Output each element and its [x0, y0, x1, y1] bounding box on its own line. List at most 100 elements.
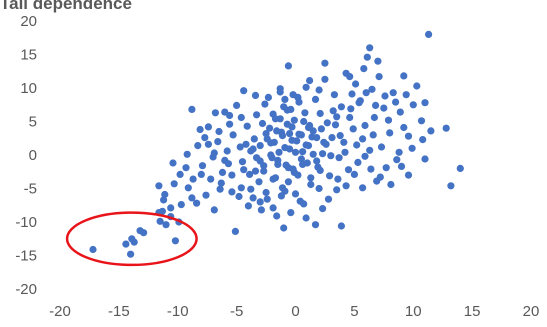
data-point — [250, 135, 258, 143]
data-point — [228, 188, 236, 196]
data-point — [176, 170, 184, 178]
data-point — [256, 198, 264, 206]
data-point — [264, 93, 272, 101]
x-tick-label: -15 — [108, 303, 130, 320]
data-point — [284, 62, 292, 70]
data-point — [389, 89, 397, 97]
data-point — [188, 105, 196, 113]
data-point — [240, 87, 248, 95]
data-point — [275, 148, 283, 156]
data-point — [375, 73, 383, 81]
data-point — [251, 167, 260, 175]
data-point — [400, 72, 408, 80]
data-point — [274, 156, 282, 164]
data-point — [286, 130, 294, 138]
x-tick-label: 10 — [405, 303, 422, 320]
data-point — [246, 170, 254, 178]
data-point — [297, 155, 305, 163]
data-point — [209, 153, 217, 161]
data-point — [425, 30, 433, 38]
data-point — [284, 164, 292, 172]
data-point — [319, 205, 327, 213]
data-point — [341, 148, 349, 156]
data-point — [127, 250, 135, 258]
data-point — [196, 125, 204, 134]
data-point — [333, 186, 341, 194]
data-point — [243, 122, 251, 130]
data-point — [171, 237, 179, 245]
data-point — [346, 113, 354, 122]
data-point — [337, 103, 345, 111]
data-point — [400, 123, 408, 132]
data-point — [256, 142, 264, 150]
data-point — [271, 174, 280, 182]
data-point — [337, 222, 345, 230]
data-point — [381, 92, 389, 100]
data-point — [247, 185, 255, 193]
data-point — [284, 178, 292, 186]
data-point — [233, 101, 241, 109]
data-point — [316, 166, 324, 174]
data-point — [288, 136, 296, 144]
data-point — [377, 143, 386, 151]
data-point — [228, 171, 236, 179]
data-point — [327, 152, 335, 160]
data-point — [155, 182, 163, 190]
data-point — [269, 110, 277, 118]
data-point — [255, 178, 263, 186]
data-point — [242, 140, 250, 148]
data-point — [249, 145, 257, 153]
data-point — [342, 182, 350, 190]
data-point — [122, 240, 130, 248]
data-point — [362, 89, 370, 97]
data-point — [204, 140, 212, 148]
highlight-ellipse — [65, 211, 198, 267]
data-point — [273, 127, 281, 135]
data-point — [309, 150, 317, 158]
data-point — [161, 190, 169, 199]
data-point — [253, 111, 261, 119]
y-tick-label: -10 — [15, 214, 37, 231]
data-point — [366, 146, 374, 154]
data-point — [240, 166, 248, 174]
data-point — [311, 95, 320, 103]
data-point — [326, 172, 334, 180]
data-point — [408, 144, 416, 152]
y-tick-label: 0 — [29, 147, 37, 164]
data-point — [211, 109, 219, 117]
data-point — [237, 184, 245, 192]
x-tick-label: -5 — [230, 303, 243, 320]
x-tick-label: -20 — [49, 303, 71, 320]
data-point — [348, 90, 356, 98]
data-point — [370, 113, 378, 122]
data-point — [392, 98, 400, 106]
data-point — [419, 136, 427, 144]
data-point — [334, 175, 342, 183]
data-point — [306, 77, 314, 85]
data-point — [281, 144, 289, 152]
x-axis-labels: -20 -15 -10 -5 0 5 10 15 20 — [49, 303, 539, 320]
data-point — [258, 119, 267, 128]
data-point — [395, 148, 403, 156]
data-point — [169, 159, 177, 167]
y-tick-label: 20 — [20, 13, 37, 30]
data-point — [368, 85, 376, 93]
data-point — [404, 171, 413, 179]
data-point — [404, 132, 413, 140]
data-point — [361, 152, 369, 160]
data-point — [251, 91, 260, 99]
y-tick-label: -20 — [15, 281, 37, 298]
data-point — [323, 119, 331, 127]
data-point — [382, 164, 390, 172]
data-point — [352, 80, 360, 88]
data-points — [89, 30, 464, 258]
data-point — [307, 174, 315, 182]
data-point — [189, 175, 197, 183]
data-point — [353, 141, 361, 149]
data-point — [355, 99, 363, 107]
data-point — [270, 138, 278, 146]
data-point — [374, 57, 382, 65]
data-point — [296, 197, 304, 205]
data-point — [350, 170, 358, 178]
